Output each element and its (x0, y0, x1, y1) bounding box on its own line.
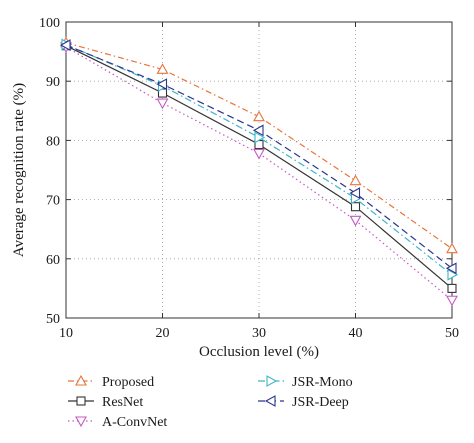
data-point-a-convnet (156, 98, 169, 110)
data-point-a-convnet (446, 295, 458, 307)
grid (66, 22, 452, 318)
y-tick-label: 70 (46, 194, 60, 209)
data-point-jsr-mono (254, 131, 266, 144)
legend-item-jsr-deep: JSR-Deep (258, 395, 349, 410)
legend-label-a-convnet: A-ConvNet (102, 415, 167, 430)
legend-item-proposed: Proposed (68, 374, 154, 390)
series-jsr-deep (59, 39, 457, 275)
data-point-jsr-deep (445, 262, 457, 275)
legend-item-jsr-mono: JSR-Mono (258, 375, 353, 390)
legend-marker-jsr-deep (264, 395, 276, 407)
data-point-a-convnet (253, 148, 265, 160)
data-point-proposed (156, 63, 169, 74)
legend-label-jsr-mono: JSR-Mono (292, 375, 353, 390)
x-tick-label: 40 (349, 326, 363, 341)
y-tick-label: 60 (46, 253, 60, 268)
legend-label-proposed: Proposed (102, 375, 154, 390)
series-line-jsr-mono (65, 43, 453, 276)
y-axis-label: Average recognition rate (%) (11, 83, 27, 257)
data-point-proposed (253, 110, 265, 122)
legend-label-resnet: ResNet (102, 395, 143, 410)
series-jsr-mono (61, 38, 459, 281)
data-point-proposed (349, 174, 362, 186)
axis-ticks: 10 20 30 40 50 50 60 70 80 90 100 (39, 16, 459, 341)
x-tick-label: 50 (445, 326, 459, 341)
legend: Proposed ResNet A-ConvNet JSR-Mono JSR-Deep (68, 374, 353, 430)
data-point-jsr-deep (349, 187, 361, 200)
data-point-jsr-mono (447, 268, 459, 281)
legend-marker-a-convnet (75, 416, 87, 428)
series-lines (59, 36, 459, 307)
data-point-proposed (446, 242, 458, 254)
x-tick-label: 20 (156, 326, 170, 341)
x-axis-label: Occlusion level (%) (199, 344, 319, 360)
y-tick-label: 50 (46, 312, 60, 327)
legend-marker-resnet (76, 396, 86, 406)
y-tick-label: 90 (46, 75, 60, 90)
x-tick-label: 30 (252, 326, 266, 341)
legend-label-jsr-deep: JSR-Deep (292, 395, 349, 410)
y-tick-label: 100 (39, 16, 60, 31)
data-point-jsr-deep (252, 124, 264, 137)
legend-item-a-convnet: A-ConvNet (68, 415, 167, 430)
legend-marker-proposed (75, 374, 87, 386)
data-point-resnet (447, 283, 457, 293)
data-point-jsr-deep (156, 78, 168, 91)
data-point-resnet (350, 202, 361, 212)
x-tick-label: 10 (59, 326, 73, 341)
legend-marker-jsr-mono (266, 375, 278, 387)
y-tick-label: 80 (46, 134, 60, 149)
legend-item-resnet: ResNet (68, 395, 143, 410)
data-point-a-convnet (349, 215, 362, 227)
data-point-jsr-deep (59, 39, 71, 52)
